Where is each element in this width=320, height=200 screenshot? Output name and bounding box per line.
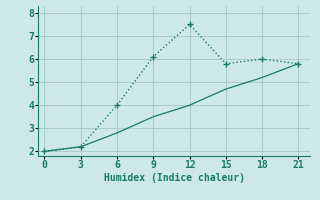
X-axis label: Humidex (Indice chaleur): Humidex (Indice chaleur): [104, 173, 245, 183]
